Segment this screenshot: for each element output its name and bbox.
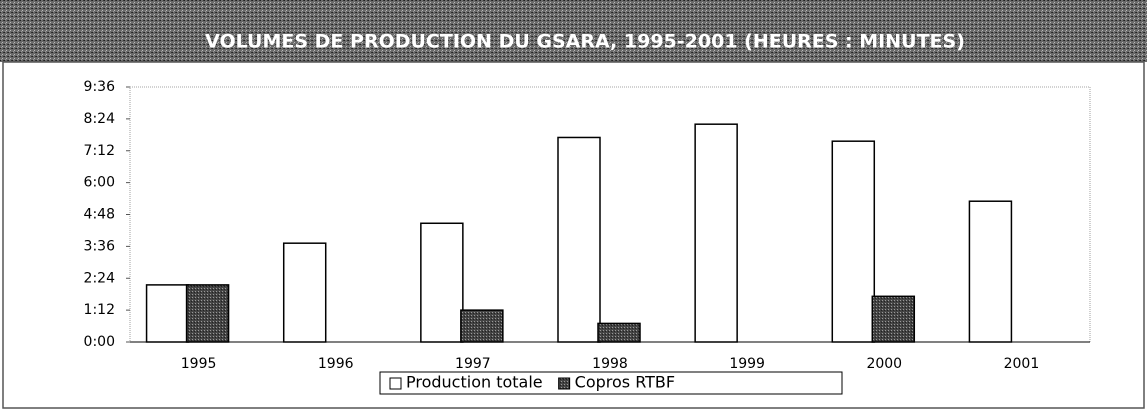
x-tick-label: 1995 [181,356,217,372]
x-tick-label: 2000 [866,356,902,372]
bar [282,242,327,343]
x-tick-label: 1998 [592,356,628,372]
bar [420,222,464,343]
chart-title: VOLUMES DE PRODUCTION DU GSARA, 1995-200… [205,31,965,53]
y-tick-label: 9:36 [84,79,116,95]
chart-frame [2,61,1145,409]
y-tick-label: 7:12 [84,143,115,159]
bar [694,123,738,343]
legend-swatch [558,377,571,390]
bar [145,284,190,343]
legend-label: Copros RTBF [575,373,675,392]
bar [871,295,916,343]
bar [460,309,504,343]
bar [831,140,876,343]
bar [968,200,1013,343]
bar [597,322,641,343]
plot-area [129,86,1091,343]
legend-swatch [389,377,402,390]
title-banner [0,0,1147,62]
y-tick-label: 2:24 [84,270,116,286]
x-tick-label: 1997 [455,356,491,372]
x-tick-label: 2001 [1004,356,1040,372]
y-tick-label: 6:00 [84,175,115,191]
bar [185,284,230,343]
y-tick-label: 4:48 [84,207,115,223]
legend-box [379,371,843,395]
y-tick-label: 0:00 [84,334,115,350]
x-tick-label: 1999 [729,356,765,372]
bar [557,136,601,343]
x-tick-label: 1996 [318,356,354,372]
y-tick-label: 1:12 [84,302,115,318]
y-tick-label: 8:24 [84,111,116,127]
legend-label: Production totale [406,373,543,392]
y-tick-label: 3:36 [84,238,116,254]
